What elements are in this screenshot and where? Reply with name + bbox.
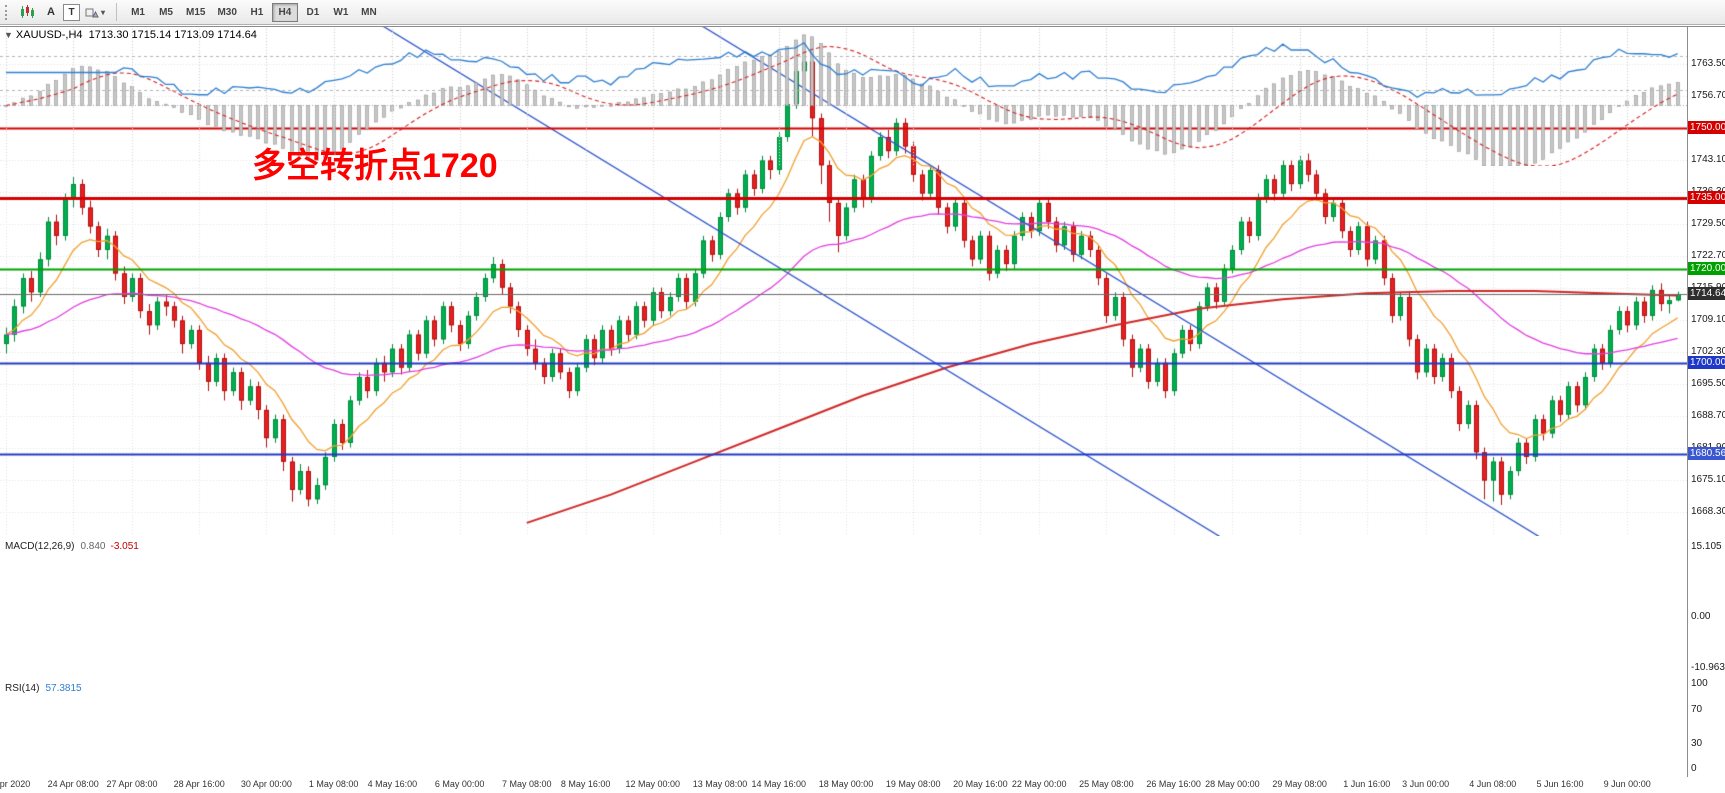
time-axis-label: 19 May 08:00 (885, 779, 941, 789)
time-axis-label: 14 May 16:00 (751, 779, 807, 789)
price-level-badge: 1680.56 (1688, 447, 1725, 460)
rsi-axis-label: 70 (1691, 704, 1703, 715)
shapes-icon (85, 8, 99, 17)
chart-text-annotation[interactable]: 多空转折点1720 (252, 147, 498, 185)
macd-indicator-label: MACD(12,26,9) 0.840 -3.051 (5, 541, 139, 552)
rsi-name: RSI(14) (5, 683, 40, 694)
macd-axis-label: 0.00 (1691, 611, 1711, 622)
time-axis[interactable]: 22 Apr 2020 24 Apr 08:00 27 Apr 08:00 28 Ap… (0, 777, 1725, 793)
price-level-badge: 1714.64 (1688, 287, 1725, 300)
timeframe-button-d1[interactable]: D1 (300, 3, 326, 22)
timeframe-button-m15[interactable]: M15 (181, 3, 210, 22)
time-axis-label: 13 May 08:00 (692, 779, 748, 789)
macd-axis-label: -10.963 (1691, 662, 1725, 673)
time-axis-label: 4 Jun 08:00 (1469, 779, 1517, 789)
price-tick-label: 1722.70 (1691, 250, 1725, 261)
time-axis-label: 8 May 16:00 (560, 779, 611, 789)
shapes-dropdown-button[interactable]: ▾ (81, 2, 109, 22)
price-level-badge: 1750.00 (1688, 121, 1725, 134)
rsi-value: 57.3815 (45, 683, 82, 694)
price-tick-label: 1675.10 (1691, 474, 1725, 485)
price-level-badge: 1700.00 (1688, 356, 1725, 369)
price-axis[interactable]: 1763.501756.701749.901743.101736.301729.… (1687, 26, 1725, 793)
rsi-canvas[interactable] (0, 26, 1687, 121)
text-label-button[interactable]: A (40, 2, 62, 22)
time-axis-label: 6 May 00:00 (434, 779, 485, 789)
price-level-badge: 1720.00 (1688, 262, 1725, 275)
ohlc-values: 1713.30 1715.14 1713.09 1714.64 (88, 29, 257, 41)
time-axis-label: 9 Jun 00:00 (1603, 779, 1651, 789)
symbol-timeframe-label: XAUUSD-,H4 (15, 29, 83, 41)
time-axis-label: 5 Jun 16:00 (1536, 779, 1584, 789)
time-axis-label: 25 May 08:00 (1079, 779, 1134, 789)
macd-signal-value: -3.051 (110, 541, 139, 552)
timeframe-button-mn[interactable]: MN (356, 3, 382, 22)
price-tick-label: 1695.50 (1691, 378, 1725, 389)
timeframe-button-m5[interactable]: M5 (153, 3, 179, 22)
price-tick-label: 1763.50 (1691, 58, 1725, 69)
rsi-indicator-label: RSI(14) 57.3815 (5, 683, 82, 694)
macd-axis-label: 15.105 (1691, 541, 1722, 552)
price-tick-label: 1743.10 (1691, 154, 1725, 165)
toolbar-separator (116, 3, 118, 21)
price-tick-label: 1688.70 (1691, 410, 1725, 421)
time-axis-label: 22 May 00:00 (1011, 779, 1067, 789)
time-axis-label: 24 Apr 08:00 (47, 779, 99, 789)
price-tick-label: 1709.10 (1691, 314, 1725, 325)
time-axis-label: 28 Apr 16:00 (173, 779, 225, 789)
timeframe-button-m1[interactable]: M1 (125, 3, 151, 22)
time-axis-label: 26 May 16:00 (1146, 779, 1201, 789)
timeframe-button-w1[interactable]: W1 (328, 3, 354, 22)
time-axis-label: 22 Apr 2020 (0, 779, 31, 789)
time-axis-label: 12 May 00:00 (625, 779, 681, 789)
time-axis-label: 27 Apr 08:00 (106, 779, 158, 789)
chart-symbol-header: ▼ XAUUSD-,H4 1713.30 1715.14 1713.09 1714… (4, 29, 257, 41)
time-axis-label: 4 May 16:00 (367, 779, 418, 789)
timeframe-button-group: M1 M5 M15 M30 H1 H4 D1 W1 MN (124, 2, 383, 22)
time-axis-label: 7 May 08:00 (502, 779, 552, 789)
price-tick-label: 1668.30 (1691, 506, 1725, 517)
time-axis-label: 30 Apr 00:00 (240, 779, 292, 789)
chart-type-button[interactable] (16, 2, 39, 22)
time-axis-label: 3 Jun 00:00 (1402, 779, 1450, 789)
top-toolbar: A T ▾ M1 M5 M15 M30 H1 H4 D1 W1 MN (0, 0, 1725, 25)
price-tick-label: 1729.50 (1691, 218, 1725, 229)
price-level-badge: 1735.00 (1688, 191, 1725, 204)
rsi-axis-label: 100 (1691, 678, 1708, 689)
toolbar-grip[interactable] (5, 4, 10, 20)
collapse-triangle-icon[interactable]: ▼ (4, 30, 13, 40)
macd-main-value: 0.840 (80, 541, 106, 552)
time-axis-label: 1 May 08:00 (308, 779, 359, 789)
candlestick-chart-icon (21, 5, 34, 18)
timeframe-button-h4[interactable]: H4 (271, 2, 298, 22)
time-axis-label: 20 May 16:00 (953, 779, 1008, 789)
text-box-button[interactable]: T (63, 3, 80, 21)
time-axis-label: 18 May 00:00 (818, 779, 874, 789)
timeframe-button-h1[interactable]: H1 (244, 3, 270, 22)
price-tick-label: 1756.70 (1691, 90, 1725, 101)
rsi-axis-label: 30 (1691, 738, 1703, 749)
price-tick-label: 1702.30 (1691, 346, 1725, 357)
time-axis-label: 29 May 08:00 (1272, 779, 1327, 789)
chevron-down-icon: ▾ (101, 7, 106, 17)
timeframe-button-m30[interactable]: M30 (212, 3, 241, 22)
time-axis-label: 28 May 00:00 (1205, 779, 1260, 789)
macd-name: MACD(12,26,9) (5, 541, 75, 552)
time-axis-label: 1 Jun 16:00 (1343, 779, 1391, 789)
chart-window: ▼ XAUUSD-,H4 1713.30 1715.14 1713.09 1714… (0, 26, 1725, 793)
panel-splitter[interactable] (0, 26, 1725, 27)
rsi-axis-label: 0 (1691, 763, 1697, 774)
